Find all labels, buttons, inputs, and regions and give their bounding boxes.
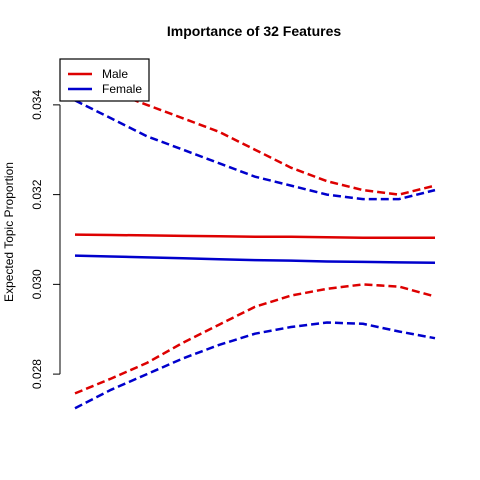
y-axis-label: Expected Topic Proportion [2, 162, 16, 302]
legend-label-male: Male [102, 67, 128, 81]
y-tick-label: 0.032 [30, 179, 44, 209]
y-tick-label: 0.030 [30, 269, 44, 299]
y-tick-label: 0.028 [30, 359, 44, 389]
series-male-estimate [74, 233, 435, 239]
legend-box [59, 58, 150, 102]
legend-label-female: Female [102, 82, 142, 96]
series-male-lower [74, 283, 436, 395]
series-female-lower [74, 321, 436, 410]
series-female-estimate [74, 254, 436, 265]
series-layer [74, 76, 436, 410]
series-female-upper [74, 99, 436, 201]
chart-title: Importance of 32 Features [167, 23, 341, 39]
y-tick-label: 0.034 [30, 90, 44, 120]
y-axis: 0.028 0.030 0.032 0.034 [30, 90, 61, 389]
